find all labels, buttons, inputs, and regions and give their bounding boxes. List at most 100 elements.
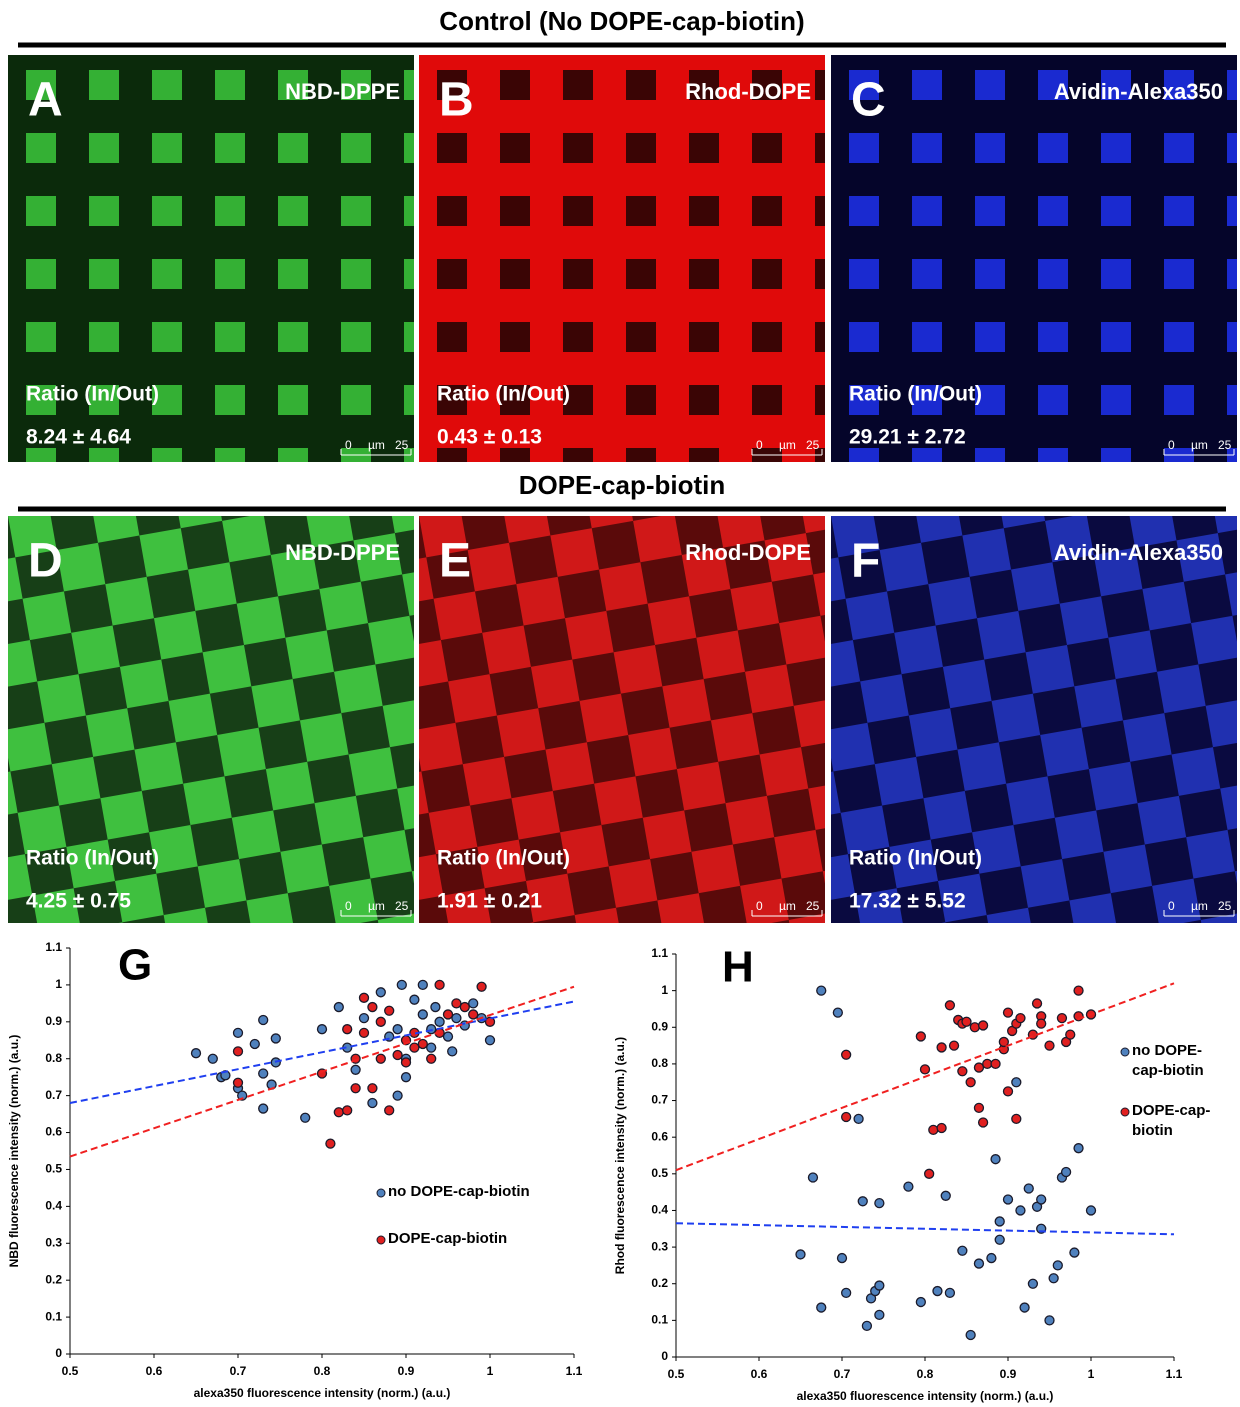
data-point — [385, 1106, 394, 1115]
x-tick-label: 0.9 — [398, 1364, 415, 1378]
micrograph-panel: DNBD-DPPERatio (In/Out)4.25 ± 0.750µm25 — [8, 516, 414, 923]
data-point — [974, 1103, 983, 1112]
data-point — [208, 1054, 217, 1063]
legend-entry: no DOPE-cap-biotin — [388, 1182, 588, 1232]
ratio-title: Ratio (In/Out) — [26, 383, 159, 406]
data-point — [916, 1298, 925, 1307]
scale-label: µm — [1191, 899, 1208, 913]
panel-letter: E — [439, 535, 471, 588]
data-point — [460, 1003, 469, 1012]
data-point — [444, 1010, 453, 1019]
data-point — [1012, 1078, 1021, 1087]
data-point — [334, 1108, 343, 1117]
x-tick-label: 0.6 — [751, 1367, 768, 1381]
y-tick-label: 0.6 — [45, 1125, 62, 1139]
data-point — [469, 999, 478, 1008]
y-tick-label: 0.5 — [45, 1162, 62, 1176]
data-point — [427, 1043, 436, 1052]
data-point — [1016, 1014, 1025, 1023]
data-point — [1074, 1144, 1083, 1153]
data-point — [817, 1303, 826, 1312]
data-point — [418, 1010, 427, 1019]
data-point — [393, 1025, 402, 1034]
data-point — [444, 1032, 453, 1041]
x-tick-label: 1.1 — [1166, 1367, 1183, 1381]
scale-label: 0 — [345, 438, 352, 452]
data-point — [929, 1125, 938, 1134]
channel-label: NBD-DPPE — [285, 540, 400, 565]
data-point — [271, 1034, 280, 1043]
data-point — [1033, 999, 1042, 1008]
scale-label: µm — [1191, 438, 1208, 452]
data-point — [1045, 1041, 1054, 1050]
data-point — [833, 1008, 842, 1017]
data-point — [945, 1001, 954, 1010]
panel-letter: H — [722, 943, 754, 992]
data-point — [1049, 1274, 1058, 1283]
data-point — [933, 1287, 942, 1296]
data-point — [958, 1246, 967, 1255]
y-tick-label: 0.2 — [45, 1272, 62, 1286]
scale-label: µm — [779, 438, 796, 452]
y-tick-label: 0.9 — [651, 1019, 668, 1033]
data-point — [808, 1173, 817, 1182]
data-point — [368, 1084, 377, 1093]
data-point — [995, 1235, 1004, 1244]
data-point — [991, 1155, 1000, 1164]
x-tick-label: 0.8 — [314, 1364, 331, 1378]
data-point — [979, 1118, 988, 1127]
data-point — [916, 1032, 925, 1041]
data-point — [376, 988, 385, 997]
y-tick-label: 0.4 — [651, 1203, 668, 1217]
data-point — [448, 1047, 457, 1056]
data-point — [991, 1059, 1000, 1068]
x-tick-label: 0.5 — [668, 1367, 685, 1381]
y-tick-label: 1.1 — [45, 940, 62, 954]
scale-label: 25 — [1218, 438, 1232, 452]
data-point — [192, 1049, 201, 1058]
data-point — [259, 1015, 268, 1024]
figure: Control (No DOPE-cap-biotin) DOPE-cap-bi… — [0, 0, 1240, 1407]
data-point — [1004, 1195, 1013, 1204]
y-tick-label: 1 — [661, 983, 668, 997]
data-point — [385, 1006, 394, 1015]
channel-label: Rhod-DOPE — [685, 79, 811, 104]
data-point — [1062, 1167, 1071, 1176]
x-axis-title: alexa350 fluorescence intensity (norm.) … — [797, 1389, 1054, 1403]
data-point — [945, 1288, 954, 1297]
data-point — [937, 1043, 946, 1052]
legend-label: DOPE-cap-biotin — [1132, 1101, 1227, 1141]
legend-entry: DOPE-cap-biotin — [1132, 1101, 1227, 1151]
y-tick-label: 0.7 — [651, 1093, 668, 1107]
y-tick-label: 0.8 — [45, 1051, 62, 1065]
ratio-title: Ratio (In/Out) — [849, 847, 982, 870]
data-point — [862, 1321, 871, 1330]
data-point — [817, 986, 826, 995]
data-point — [410, 995, 419, 1004]
data-point — [343, 1025, 352, 1034]
micrograph-panel: CAvidin-Alexa350Ratio (In/Out)29.21 ± 2.… — [831, 55, 1237, 462]
data-point — [486, 1036, 495, 1045]
data-point — [402, 1058, 411, 1067]
data-point — [838, 1254, 847, 1263]
data-point — [1028, 1279, 1037, 1288]
scale-label: 0 — [1168, 438, 1175, 452]
data-point — [351, 1084, 360, 1093]
data-point — [397, 980, 406, 989]
legend-label: no DOPE-cap-biotin — [388, 1182, 588, 1202]
y-tick-label: 0.7 — [45, 1088, 62, 1102]
y-axis-title: NBD fluorescence intensity (norm.) (a.u.… — [7, 1035, 21, 1268]
data-point — [925, 1169, 934, 1178]
legend-marker — [1121, 1108, 1129, 1116]
legend-entry: no DOPE-cap-biotin — [1132, 1041, 1227, 1091]
data-point — [326, 1139, 335, 1148]
legend-label: DOPE-cap-biotin — [388, 1229, 588, 1249]
legend-marker — [377, 1189, 385, 1197]
data-point — [1024, 1184, 1033, 1193]
data-point — [904, 1182, 913, 1191]
scale-label: 0 — [345, 899, 352, 913]
data-point — [875, 1199, 884, 1208]
ratio-value: 29.21 ± 2.72 — [849, 426, 966, 449]
